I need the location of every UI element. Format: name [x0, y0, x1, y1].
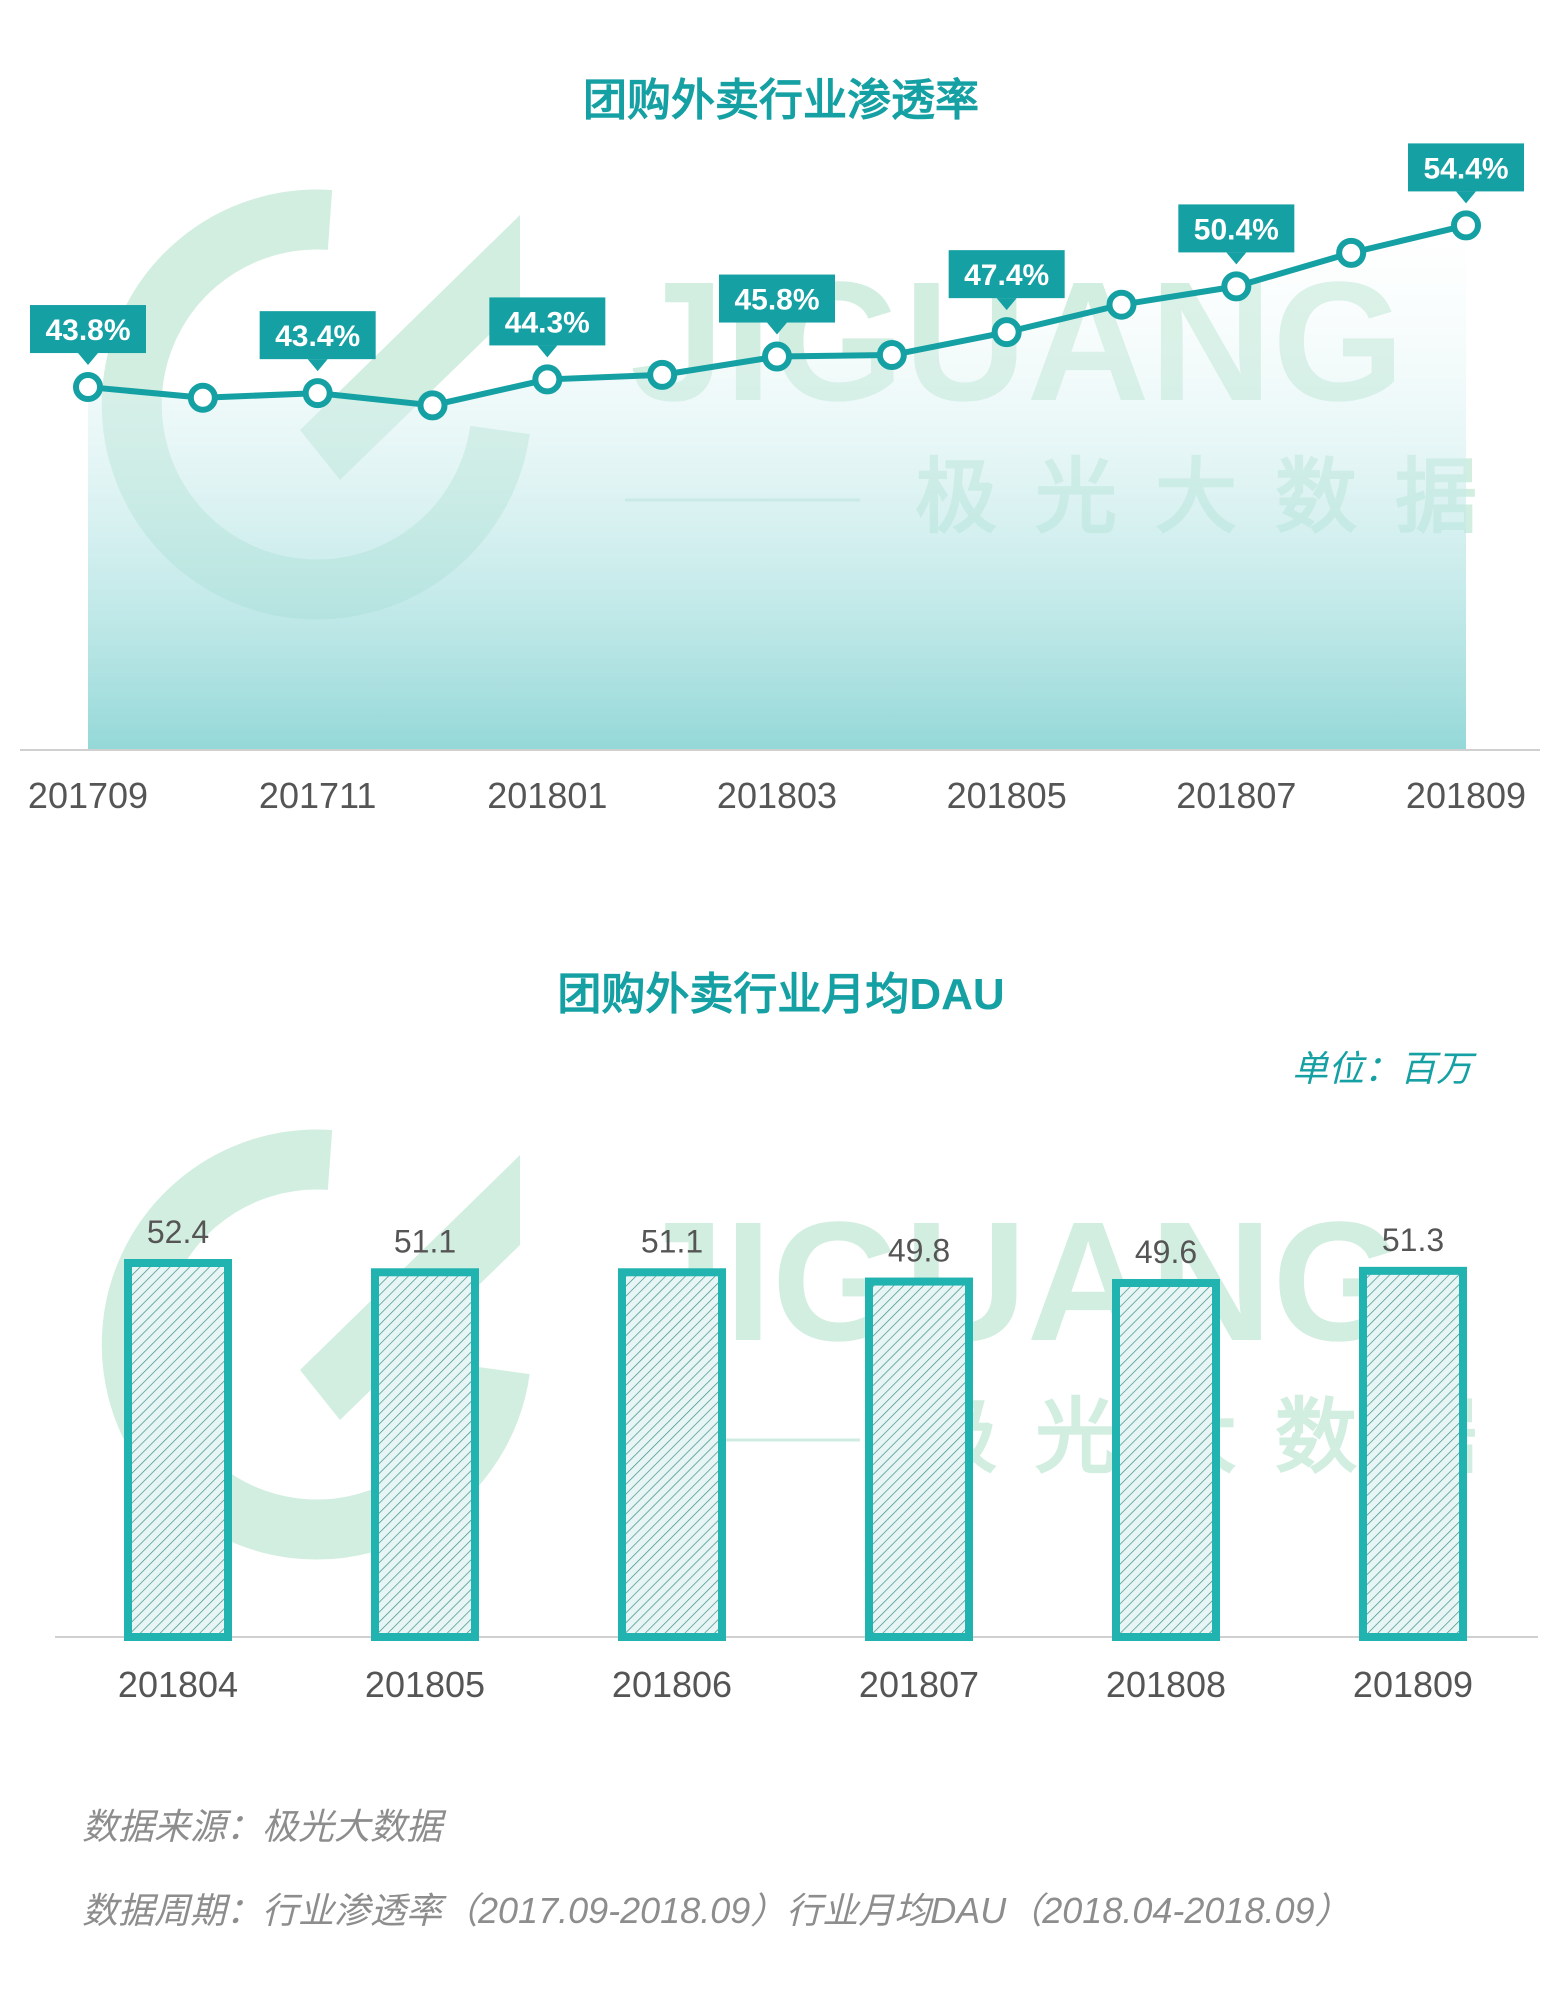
bar-201806 [618, 1268, 726, 1641]
line-chart-title: 团购外卖行业渗透率 [583, 76, 979, 125]
data-point-201806 [1106, 289, 1137, 320]
bar-category-201804: 201804 [118, 1664, 238, 1705]
data-label-pointer-201805 [996, 298, 1017, 311]
data-point-201803 [762, 341, 792, 372]
data-label-box-201709 [30, 305, 146, 354]
penetration-line-chart: 43.8% 43.4% 44.3% 45.8% 47.4% 50.4% 54.4% 20170… [20, 143, 1540, 816]
data-label-pointer-201803 [767, 322, 787, 335]
data-label-pointer-201801 [537, 345, 558, 358]
x-tick-201809: 201809 [1406, 775, 1526, 816]
data-label-pointer-201711 [307, 359, 328, 372]
bar-201807 [865, 1277, 973, 1641]
bar-chart-title: 团购外卖行业月均DAU [557, 970, 1005, 1019]
data-label-201801: 44.3% [505, 306, 590, 339]
data-label-pointer-201709 [78, 353, 98, 366]
data-label-box-201809 [1408, 143, 1524, 192]
bar-category-201809: 201809 [1353, 1664, 1473, 1705]
bar-value-201807: 49.8 [888, 1233, 950, 1269]
data-label-201803: 45.8% [734, 284, 819, 317]
bar-value-201808: 49.6 [1135, 1234, 1197, 1270]
data-period-note: 数据周期：行业渗透率（2017.09-2018.09）行业月均DAU（2018.… [82, 1890, 1351, 1931]
bar-value-201805: 51.1 [394, 1223, 456, 1259]
bar-201804 [124, 1259, 232, 1641]
line-area-fill [88, 225, 1466, 750]
unit-label: 单位：百万 [1291, 1048, 1472, 1089]
x-tick-201801: 201801 [487, 775, 607, 816]
data-point-201804 [876, 340, 907, 371]
data-label-201711: 43.4% [275, 320, 360, 353]
data-label-box-201801 [489, 297, 606, 346]
bar-category-201806: 201806 [612, 1664, 732, 1705]
data-source-note: 数据来源：极光大数据 [82, 1806, 443, 1847]
data-point-201809 [1451, 210, 1481, 241]
x-tick-201711: 201711 [259, 775, 376, 816]
data-point-201807 [1221, 271, 1252, 302]
data-point-201709 [73, 372, 103, 403]
bar-value-201806: 51.1 [641, 1223, 703, 1259]
bar-201808 [1112, 1278, 1220, 1641]
data-point-201801 [532, 364, 563, 395]
bar-value-201804: 52.4 [147, 1214, 209, 1250]
data-label-201807: 50.4% [1194, 213, 1279, 246]
bar-201809 [1359, 1266, 1467, 1642]
data-point-201711 [302, 378, 333, 409]
bar-category-201805: 201805 [365, 1664, 485, 1705]
data-point-201710 [187, 382, 218, 413]
data-label-box-201803 [719, 274, 835, 323]
data-point-201712 [417, 390, 448, 421]
bar-value-201809: 51.3 [1382, 1222, 1444, 1258]
x-tick-201709: 201709 [28, 775, 148, 816]
data-label-pointer-201807 [1226, 252, 1247, 265]
data-point-201805 [991, 317, 1022, 348]
bar-category-201808: 201808 [1106, 1664, 1226, 1705]
dau-bar-chart: 52.4 201804 51.1 201805 51.1 201806 49.8 201807… [55, 1214, 1538, 1705]
data-label-201809: 54.4% [1423, 152, 1508, 185]
x-tick-201807: 201807 [1176, 775, 1296, 816]
x-tick-201803: 201803 [717, 775, 837, 816]
data-label-box-201805 [948, 250, 1065, 299]
data-label-box-201711 [259, 311, 376, 360]
data-label-201709: 43.8% [45, 314, 130, 347]
data-label-201805: 47.4% [964, 259, 1049, 292]
x-tick-201805: 201805 [947, 775, 1067, 816]
data-label-pointer-201809 [1456, 191, 1476, 204]
data-point-201802 [647, 359, 678, 390]
data-point-201808 [1336, 237, 1367, 268]
data-label-box-201807 [1178, 204, 1295, 253]
bar-201805 [371, 1268, 479, 1641]
bar-category-201807: 201807 [859, 1664, 979, 1705]
